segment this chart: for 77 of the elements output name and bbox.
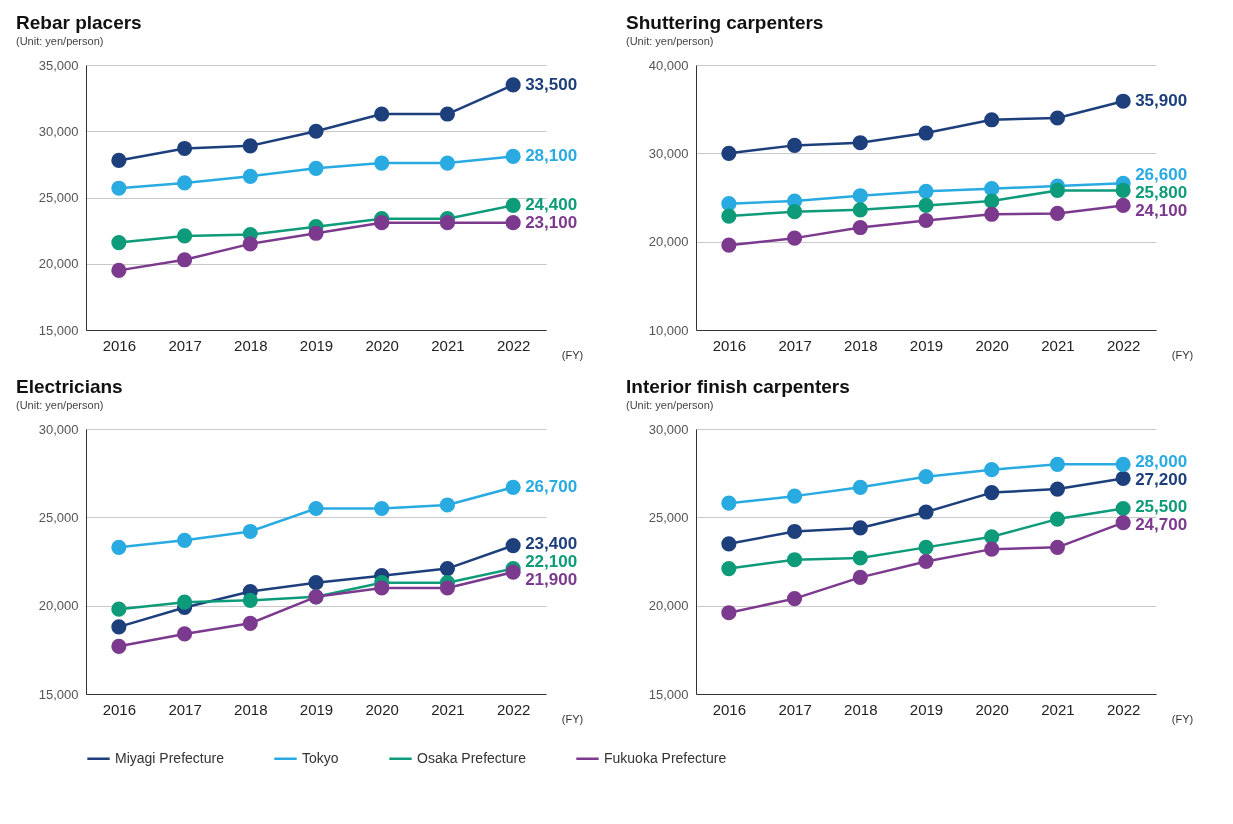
x-axis-title: (FY) xyxy=(1171,348,1194,361)
y-tick-label: 40,000 xyxy=(648,57,689,73)
x-tick-label: 2017 xyxy=(168,700,202,718)
x-tick-label: 2022 xyxy=(496,336,531,354)
y-tick-label: 30,000 xyxy=(38,421,79,437)
data-label: 26,600 xyxy=(1135,165,1188,185)
y-tick-label: 35,000 xyxy=(38,57,79,73)
x-tick-label: 2022 xyxy=(1106,336,1141,354)
legend-label: Fukuoka Prefecture xyxy=(604,749,727,766)
y-tick-label: 30,000 xyxy=(38,123,79,139)
x-tick-label: 2020 xyxy=(365,336,399,354)
y-tick-label: 20,000 xyxy=(38,256,79,272)
x-tick-label: 2018 xyxy=(844,700,878,718)
data-label: 22,100 xyxy=(525,552,578,572)
x-tick-label: 2019 xyxy=(909,700,944,718)
y-tick-label: 25,000 xyxy=(38,509,79,525)
legend-label: Tokyo xyxy=(302,749,339,766)
x-tick-label: 2016 xyxy=(102,700,137,718)
x-tick-label: 2016 xyxy=(712,336,747,354)
chart-subtitle: (Unit: yen/person) xyxy=(16,35,104,47)
x-tick-label: 2021 xyxy=(431,336,465,354)
chart-title: Rebar placers xyxy=(16,12,142,33)
data-label: 23,400 xyxy=(525,534,578,554)
data-label: 27,200 xyxy=(1135,470,1188,490)
x-tick-label: 2019 xyxy=(299,700,334,718)
y-tick-label: 15,000 xyxy=(38,322,79,338)
data-label: 24,700 xyxy=(1135,514,1188,534)
y-tick-label: 10,000 xyxy=(648,322,689,338)
chart-subtitle: (Unit: yen/person) xyxy=(626,35,714,47)
legend-label: Osaka Prefecture xyxy=(417,749,527,766)
x-tick-label: 2019 xyxy=(909,336,944,354)
x-tick-label: 2021 xyxy=(1041,700,1075,718)
x-tick-label: 2017 xyxy=(168,336,202,354)
y-tick-label: 20,000 xyxy=(648,598,689,614)
x-tick-label: 2018 xyxy=(844,336,878,354)
y-tick-label: 15,000 xyxy=(38,686,79,702)
x-axis-title: (FY) xyxy=(561,712,584,725)
x-tick-label: 2020 xyxy=(975,700,1009,718)
data-label: 26,700 xyxy=(525,477,578,497)
x-tick-label: 2022 xyxy=(496,700,531,718)
x-tick-label: 2020 xyxy=(975,336,1009,354)
data-label: 25,500 xyxy=(1135,496,1188,516)
legend-label: Miyagi Prefecture xyxy=(115,749,225,766)
x-tick-label: 2019 xyxy=(299,336,334,354)
data-label: 33,500 xyxy=(525,74,578,94)
x-tick-label: 2018 xyxy=(234,700,268,718)
data-label: 28,000 xyxy=(1135,452,1188,472)
data-label: 21,900 xyxy=(525,570,578,590)
chart-title: Interior finish carpenters xyxy=(626,376,850,397)
x-axis-title: (FY) xyxy=(1171,712,1194,725)
data-label: 35,900 xyxy=(1135,91,1188,111)
y-tick-label: 30,000 xyxy=(648,145,689,161)
x-tick-label: 2021 xyxy=(1041,336,1075,354)
y-tick-label: 30,000 xyxy=(648,421,689,437)
x-tick-label: 2016 xyxy=(102,336,137,354)
chart-subtitle: (Unit: yen/person) xyxy=(16,399,104,411)
data-label: 28,100 xyxy=(525,146,578,166)
x-tick-label: 2022 xyxy=(1106,700,1141,718)
y-tick-label: 25,000 xyxy=(38,190,79,205)
data-label: 23,100 xyxy=(525,213,578,233)
x-tick-label: 2017 xyxy=(778,700,812,718)
chart-subtitle: (Unit: yen/person) xyxy=(626,399,714,411)
chart-title: Electricians xyxy=(16,376,123,397)
x-tick-label: 2021 xyxy=(431,700,465,718)
y-tick-label: 15,000 xyxy=(648,686,689,702)
chart-title: Shuttering carpenters xyxy=(626,12,824,33)
x-tick-label: 2017 xyxy=(778,336,812,354)
y-tick-label: 20,000 xyxy=(648,234,689,250)
x-tick-label: 2016 xyxy=(712,700,747,718)
x-axis-title: (FY) xyxy=(561,348,584,361)
data-label: 24,100 xyxy=(1135,201,1188,221)
y-tick-label: 20,000 xyxy=(38,598,79,614)
data-label: 25,800 xyxy=(1135,183,1188,203)
data-label: 24,400 xyxy=(525,195,578,215)
y-tick-label: 25,000 xyxy=(648,509,689,525)
x-tick-label: 2018 xyxy=(234,336,268,354)
x-tick-label: 2020 xyxy=(365,700,399,718)
